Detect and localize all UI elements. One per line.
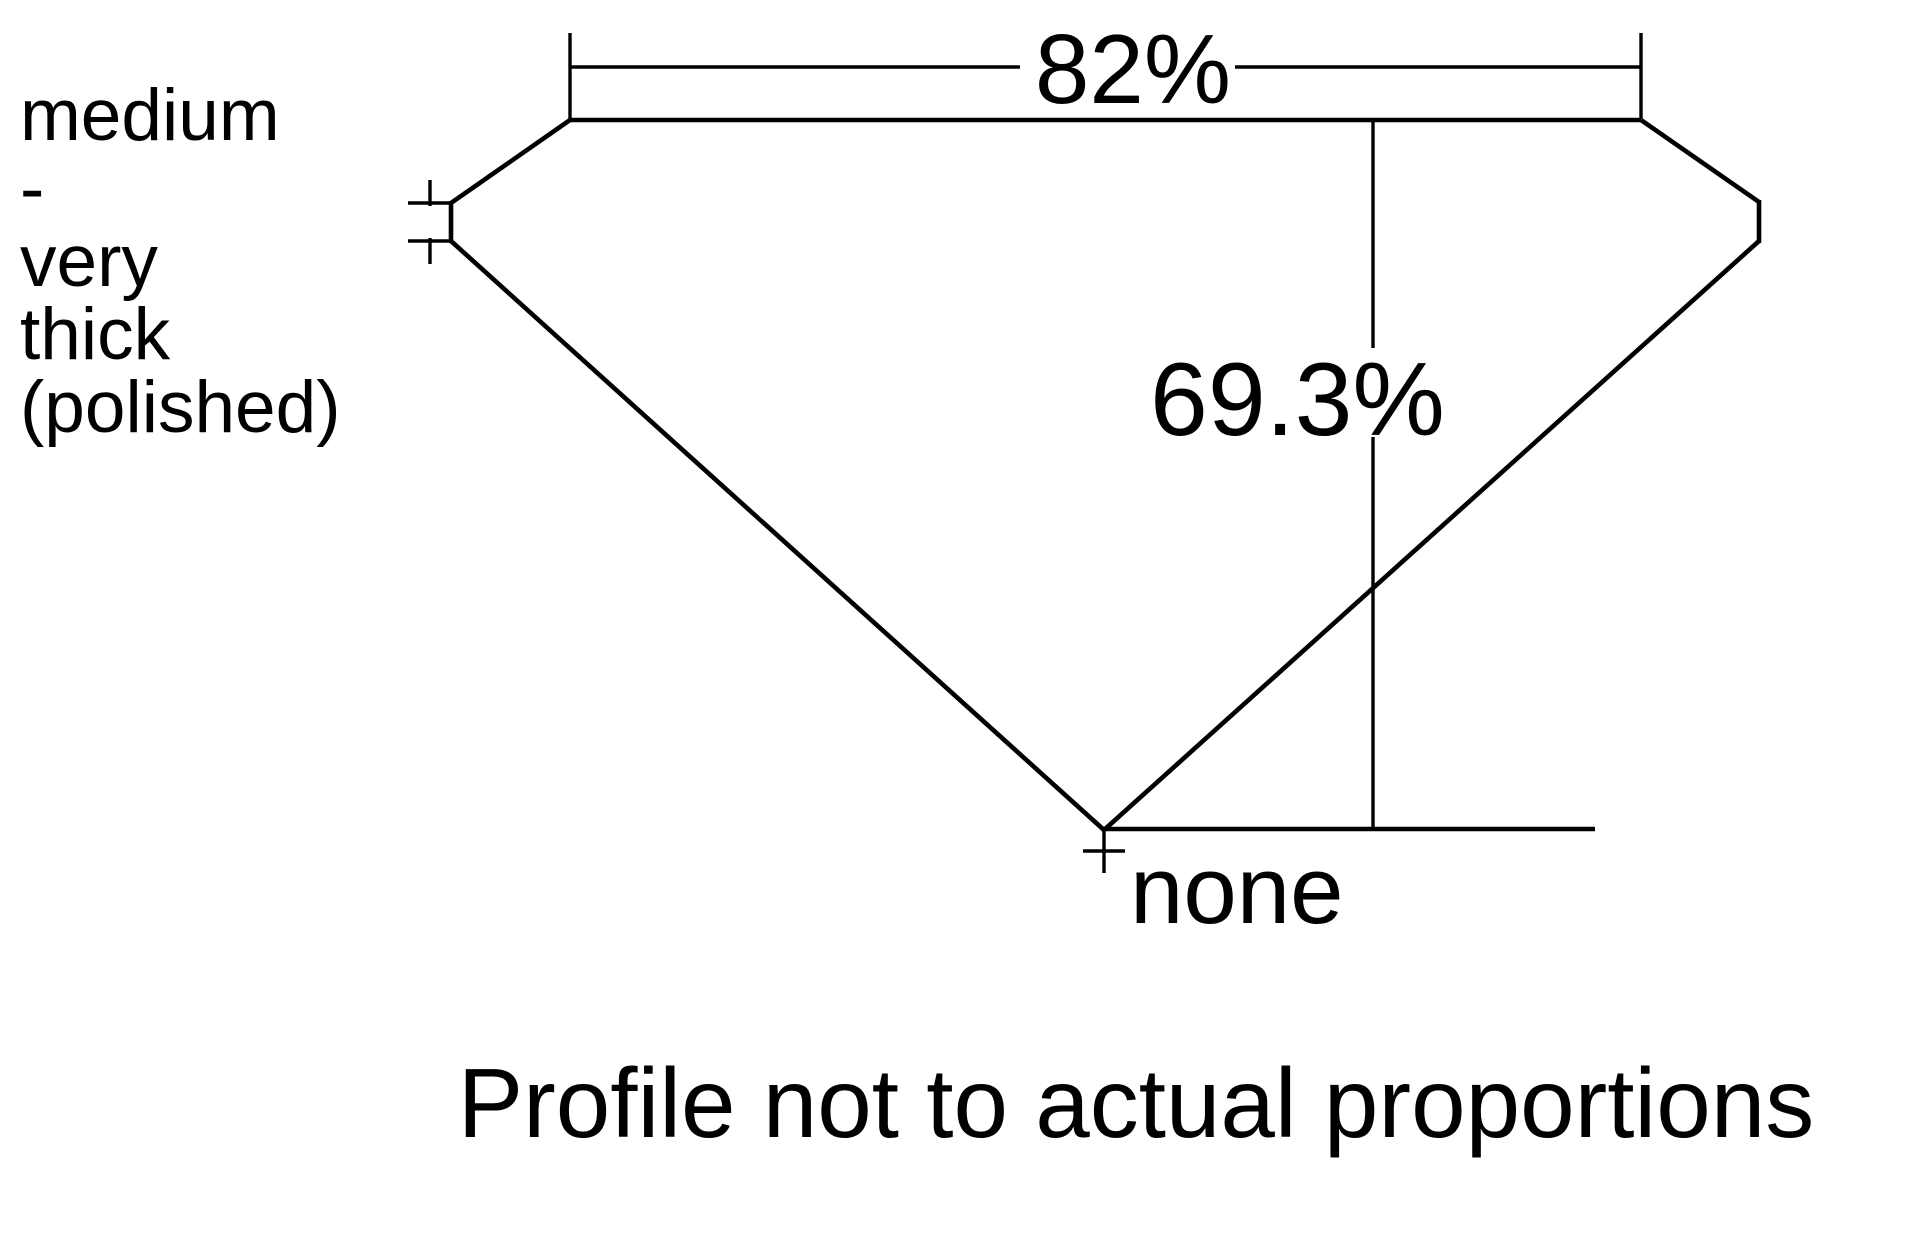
- girdle-label-line-5: (polished): [20, 367, 341, 448]
- crown-facet-left-line: [449, 118, 572, 205]
- depth-percent-label: 69.3%: [1150, 342, 1445, 458]
- crown-facet-right-line: [1639, 118, 1761, 204]
- table-percent-label: 82%: [1035, 14, 1231, 124]
- girdle-label-line-1: medium: [20, 75, 280, 156]
- culet-label: none: [1130, 837, 1344, 944]
- caption-text: Profile not to actual proportions: [458, 1048, 1814, 1158]
- girdle-label-line-4: thick: [20, 294, 171, 375]
- depth-dimension: 69.3%: [1150, 120, 1445, 829]
- girdle-thickness-marks: [408, 180, 451, 264]
- girdle-label-line-3: very: [20, 221, 158, 302]
- diamond-outline: [448, 117, 1762, 832]
- culet-marker: none: [1083, 829, 1344, 944]
- girdle-label: medium - very thick (polished): [20, 75, 341, 448]
- pavilion-left-line: [449, 239, 1106, 832]
- table-width-dimension: 82%: [568, 14, 1643, 124]
- girdle-label-line-2: -: [20, 148, 44, 229]
- pavilion-right-line: [1102, 239, 1761, 832]
